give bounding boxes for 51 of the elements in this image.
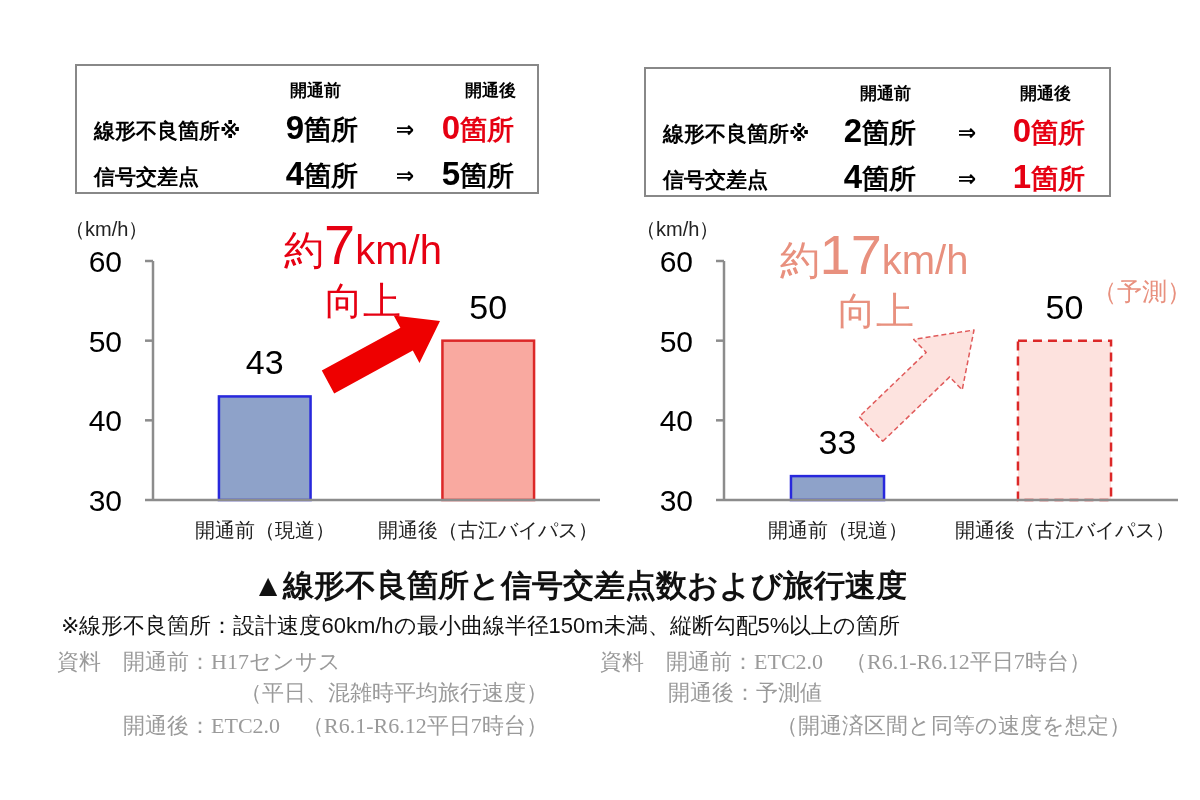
text: ⇒ (957, 166, 977, 191)
text: （開通済区間と同等の速度を想定） (776, 713, 1131, 738)
data-label: 4箇所 (843, 158, 917, 195)
text: 資料 開通前：ETC2.0 （R6.1-R6.12平日7時台） (600, 649, 1091, 674)
annotation: 約7km/h (284, 213, 442, 276)
text: ※線形不良箇所：設計速度60km/hの最小曲線半径150m未満、縦断勾配5%以上の箇所 (61, 613, 901, 638)
text: ⇒ (395, 163, 415, 188)
data-label: 33 (818, 423, 857, 462)
text: ▲線形不良箇所と信号交差点数および旅行速度 (252, 568, 908, 603)
category-label: 線形不良箇所※ (93, 119, 241, 142)
y-axis-title: （km/h） (65, 218, 149, 240)
y-tick-label: 50 (88, 324, 122, 358)
category-label: 線形不良箇所※ (662, 122, 810, 145)
category-label: 信号交差点 (662, 168, 768, 192)
data-label: 0箇所 (1012, 112, 1086, 149)
annotation: 向上 (838, 290, 914, 332)
y-tick-label: 60 (659, 245, 693, 278)
y-tick-label: 50 (659, 324, 693, 358)
data-label: 1箇所 (1012, 158, 1086, 195)
data-label: 50 (469, 287, 508, 326)
text: 開通後：ETC2.0 （R6.1-R6.12平日7時台） (123, 713, 548, 738)
x-tick-label: 開通後（古江バイパス） (954, 519, 1175, 541)
text: 開通前 (859, 84, 911, 103)
data-label: 5箇所 (441, 155, 515, 192)
text: 開通前 (289, 81, 341, 100)
y-axis-title: （km/h） (636, 218, 720, 240)
category-label: 信号交差点 (93, 165, 199, 189)
data-label: 9箇所 (285, 109, 359, 146)
text: 資料 開通前：H17センサス (57, 649, 341, 674)
x-tick-label: 開通後（古江バイパス） (378, 519, 599, 541)
y-tick-label: 60 (88, 245, 122, 278)
annotation: 約17km/h (779, 223, 969, 286)
annotation: （予測） (1092, 277, 1192, 305)
y-tick-label: 30 (88, 484, 122, 517)
text: ⇒ (957, 120, 977, 145)
data-label: 43 (245, 343, 284, 382)
data-label: 2箇所 (843, 112, 917, 149)
annotation: 向上 (325, 280, 401, 322)
x-tick-label: 開通前（現道） (194, 519, 335, 541)
text: ⇒ (395, 117, 415, 142)
y-tick-label: 30 (659, 484, 693, 517)
text: 開通後 (464, 81, 516, 100)
x-tick-label: 開通前（現道） (767, 519, 908, 541)
y-tick-label: 40 (88, 404, 122, 438)
text: （平日、混雑時平均旅行速度） (240, 680, 548, 705)
data-label: 0箇所 (441, 109, 515, 146)
data-label: 4箇所 (285, 155, 359, 192)
data-label: 50 (1045, 287, 1084, 326)
text: 開通後：予測値 (668, 680, 822, 705)
text: 開通後 (1019, 84, 1071, 103)
y-tick-label: 40 (659, 404, 693, 438)
